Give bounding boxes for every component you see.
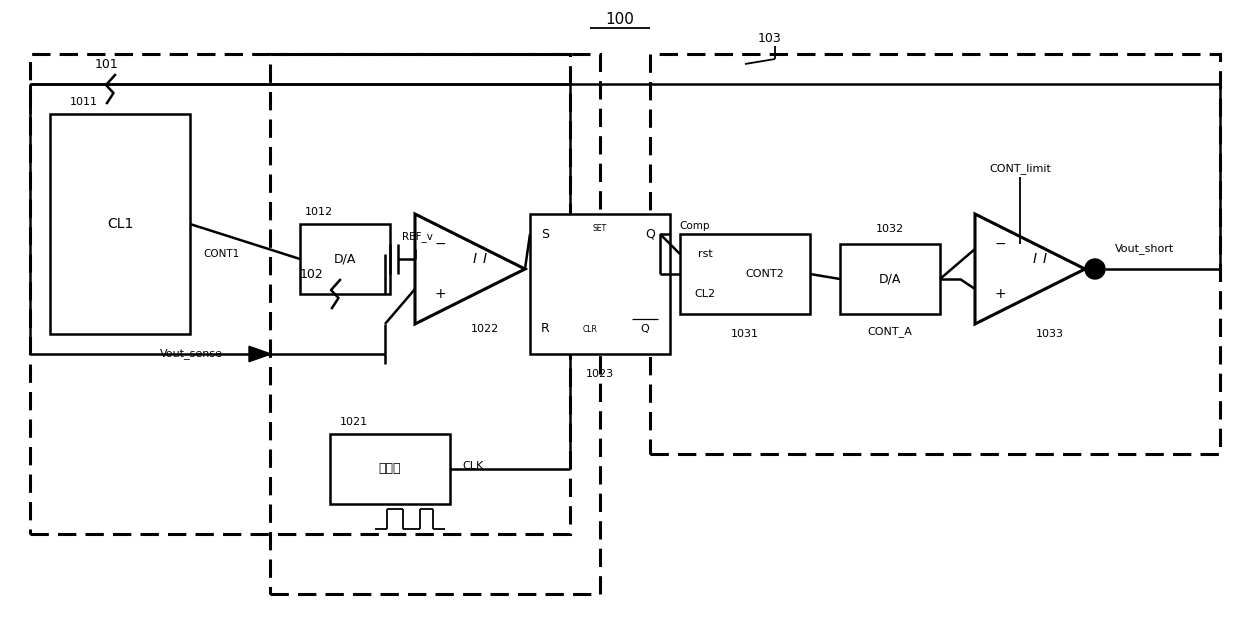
Text: Q: Q xyxy=(645,228,655,240)
Text: 计时器: 计时器 xyxy=(378,462,402,476)
Text: −: − xyxy=(994,237,1006,251)
Text: SET: SET xyxy=(593,224,608,233)
Text: I: I xyxy=(1033,252,1037,266)
Text: 1011: 1011 xyxy=(69,97,98,107)
Text: rst: rst xyxy=(698,249,712,259)
Text: Q: Q xyxy=(641,324,650,334)
Circle shape xyxy=(1085,259,1105,279)
FancyBboxPatch shape xyxy=(680,234,810,314)
Text: 102: 102 xyxy=(300,268,324,280)
Text: −: − xyxy=(434,237,446,251)
Text: R: R xyxy=(541,323,549,335)
Text: I: I xyxy=(472,252,477,266)
FancyBboxPatch shape xyxy=(50,114,190,334)
Text: +: + xyxy=(994,287,1006,301)
Text: Vout_sense: Vout_sense xyxy=(160,349,223,359)
Text: D/A: D/A xyxy=(879,273,901,285)
Text: REF_v: REF_v xyxy=(402,231,433,242)
Text: CL2: CL2 xyxy=(694,289,715,299)
Text: I: I xyxy=(1043,252,1047,266)
FancyBboxPatch shape xyxy=(529,214,670,354)
Text: CONT2: CONT2 xyxy=(745,269,785,279)
FancyBboxPatch shape xyxy=(839,244,940,314)
Text: CL1: CL1 xyxy=(107,217,133,231)
Text: 1032: 1032 xyxy=(875,224,904,234)
Text: 100: 100 xyxy=(605,11,635,27)
Text: 1023: 1023 xyxy=(587,369,614,379)
Text: CLR: CLR xyxy=(583,325,598,333)
Text: 1022: 1022 xyxy=(471,324,500,334)
Text: D/A: D/A xyxy=(334,252,356,266)
Text: CONT_A: CONT_A xyxy=(868,327,913,337)
Text: Vout_short: Vout_short xyxy=(1115,243,1174,254)
FancyBboxPatch shape xyxy=(330,434,450,504)
FancyBboxPatch shape xyxy=(300,224,391,294)
Text: 1033: 1033 xyxy=(1035,329,1064,339)
Text: CONT1: CONT1 xyxy=(203,249,241,259)
Polygon shape xyxy=(249,346,272,362)
Text: 103: 103 xyxy=(758,32,782,46)
Text: +: + xyxy=(434,287,446,301)
Text: 1021: 1021 xyxy=(340,417,368,427)
Text: 1031: 1031 xyxy=(732,329,759,339)
Text: CLK: CLK xyxy=(463,461,484,471)
Text: Comp: Comp xyxy=(680,221,711,231)
Text: I: I xyxy=(482,252,487,266)
Text: CONT_limit: CONT_limit xyxy=(990,164,1052,174)
Text: 1012: 1012 xyxy=(305,207,334,217)
Text: 101: 101 xyxy=(95,58,119,70)
Text: S: S xyxy=(541,228,549,240)
